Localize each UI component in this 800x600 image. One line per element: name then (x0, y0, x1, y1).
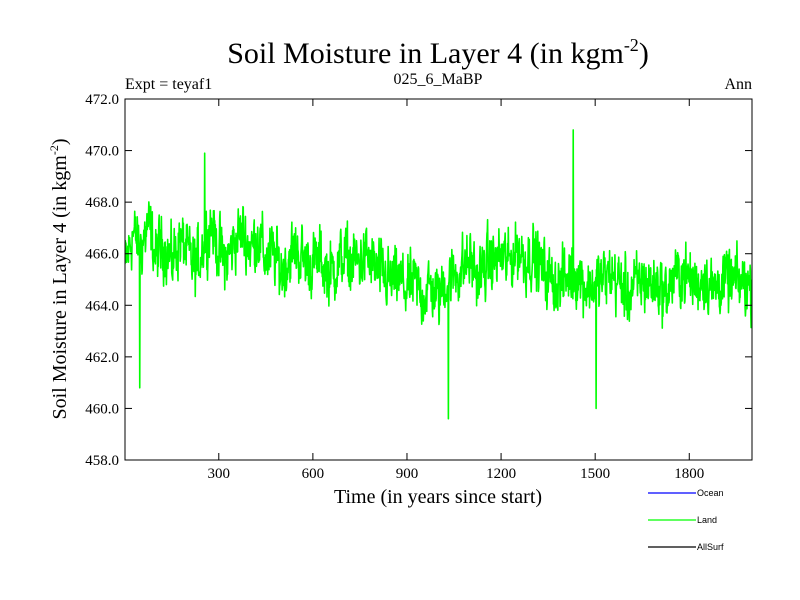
y-tick-label: 460.0 (85, 401, 119, 417)
y-tick-label: 462.0 (85, 350, 119, 366)
y-tick-label: 458.0 (85, 453, 119, 469)
y-tick-label: 466.0 (85, 247, 119, 263)
experiment-label: Expt = teyaf1 (125, 76, 212, 93)
y-tick-label: 468.0 (85, 195, 119, 211)
legend: Ocean Land AllSurf (648, 488, 724, 552)
y-axis-ticks: 458.0 460.0 462.0 464.0 466.0 468.0 470.0 472.0 (85, 92, 752, 469)
season-label: Ann (724, 76, 752, 93)
x-tick-label: 900 (396, 466, 419, 482)
land-series-line (125, 129, 752, 420)
period-label: 025_6_MaBP (394, 71, 483, 88)
x-axis-label: Time (in years since start) (334, 486, 542, 508)
y-tick-label: 472.0 (85, 92, 119, 108)
legend-label-land: Land (697, 515, 717, 525)
plot-frame (124, 98, 753, 461)
x-axis-ticks: 300 600 900 1200 1500 1800 (208, 99, 704, 482)
x-tick-label: 1500 (580, 466, 610, 482)
y-axis-label: Soil Moisture in Layer 4 (in kgm-2) (47, 138, 71, 419)
x-tick-label: 300 (208, 466, 231, 482)
x-tick-label: 600 (302, 466, 325, 482)
y-tick-label: 464.0 (85, 298, 119, 314)
chart-title: Soil Moisture in Layer 4 (in kgm-2) (227, 35, 649, 70)
legend-label-ocean: Ocean (697, 488, 724, 498)
legend-label-allsurf: AllSurf (697, 542, 724, 552)
x-tick-label: 1200 (486, 466, 516, 482)
y-tick-label: 470.0 (85, 144, 119, 160)
x-tick-label: 1800 (674, 466, 704, 482)
